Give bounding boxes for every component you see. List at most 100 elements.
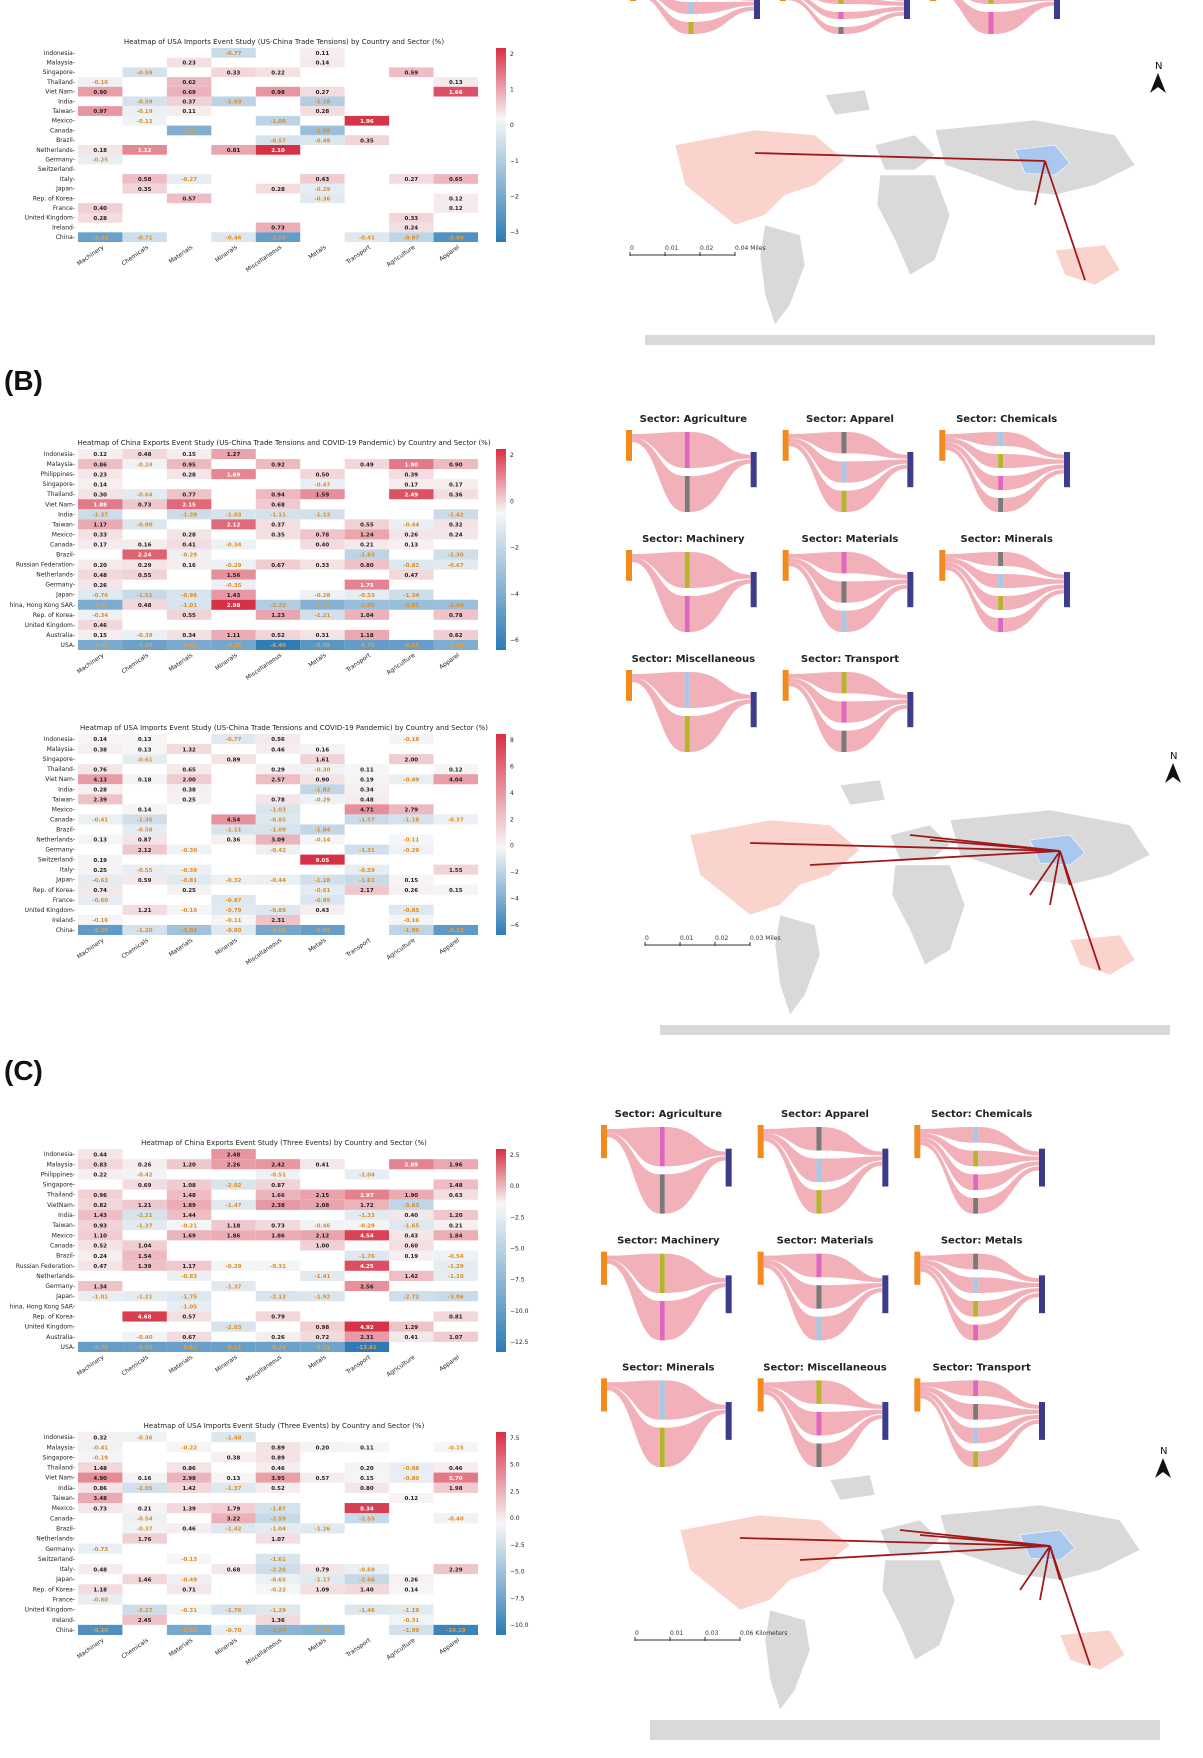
scale-bar-label: 0.03 [705,1630,719,1637]
heatmap-value-label: 0.22 [93,1173,107,1179]
trade-flow-arrow [1044,160,1086,281]
heatmap-value-label: 0.89 [227,757,241,763]
sankey-flow [978,1150,1039,1167]
sankey-group-b: Sector: Agriculture Sector: Apparel Sector… [620,410,1090,770]
sankey-flow [1003,454,1064,468]
heatmap-cell [78,579,123,590]
heatmap-value-label: -0.36 [137,1435,153,1441]
heatmap-column-label: Transport [344,1354,372,1377]
scale-bar-label: 0.01 [665,245,679,252]
heatmap-value-label: 0.20 [93,563,107,569]
heatmap-value-label: 0.48 [93,1567,107,1573]
heatmap-cell [78,884,123,895]
heatmap-cell [78,1594,123,1605]
heatmap-cell [211,145,256,155]
heatmap-cell [166,96,212,107]
heatmap-cell [166,1230,212,1241]
heatmap-row-label: Mexico- [52,1232,75,1239]
heatmap-cell [166,1442,212,1453]
heatmap-value-label: 1.00 [316,1244,330,1250]
heatmap-value-label: 2.56 [360,1284,374,1290]
sankey-flow [632,552,685,588]
heatmap-value-label: -1.21 [315,613,331,619]
heatmap-value-label: 0.52 [271,1486,285,1492]
heatmap-cell [433,549,478,560]
heatmap-cell [300,1199,345,1210]
heatmap-row-label: Indonesia- [44,50,75,57]
heatmap-cell [122,589,167,600]
heatmap-value-label: -1.29 [270,1608,286,1614]
heatmap-cell [78,1584,123,1595]
heatmap-cell [344,1189,390,1200]
heatmap-row-label: Brazil- [56,552,75,559]
colorbar-tick-label: 1 [510,87,514,94]
heatmap-cell [389,914,434,925]
heatmap-value-label: 0.52 [93,1244,107,1250]
heatmap-value-label: -0.29 [403,848,419,854]
heatmap-cell [78,1432,123,1443]
heatmap-value-label: 0.96 [93,1193,107,1199]
colorbar-tick-label: −2 [510,193,519,200]
heatmap-cell [433,1270,478,1281]
sankey-flow [763,1259,817,1309]
heatmap-value-label: 1.61 [316,757,330,763]
heatmap-value-label: 4.71 [360,808,374,814]
heatmap-cell [166,1260,212,1271]
heatmap-value-label: -1.34 [403,593,419,599]
heatmap-value-label: 0.67 [271,563,285,569]
heatmap-value-label: -6.93 [181,1628,197,1634]
sankey-group-c: Sector: Agriculture Sector: Apparel Sector… [595,1105,1065,1485]
sankey-flow [664,1380,726,1420]
heatmap-cell [78,1503,123,1514]
heatmap-cell [78,774,123,785]
heatmap-cell [389,1291,434,1302]
heatmap-cell [344,539,390,550]
heatmap-cell [255,509,301,520]
heatmap-cell [433,1442,478,1453]
heatmap-cell [122,1199,167,1210]
heatmap-cell [211,754,256,765]
heatmap-value-label: 0.59 [138,878,152,884]
sankey-flow [920,1386,974,1420]
sankey-flow [788,562,842,632]
sankey-flow [821,1380,883,1409]
heatmap-cell [166,77,212,87]
heatmap-cell [344,1604,390,1615]
sankey-flow [843,6,904,19]
heatmap-cell [389,884,434,895]
heatmap-cell [344,135,390,145]
heatmap-value-label: -3.01 [403,603,419,609]
heatmap-cell [211,824,256,835]
heatmap-value-label: -0.67 [448,563,464,569]
map-landmass [674,129,846,226]
heatmap-value-label: -1.87 [270,1506,286,1512]
heatmap-row-label: Italy- [60,1566,75,1573]
heatmap-value-label: -0.44 [403,523,419,529]
heatmap-cell [211,914,256,925]
heatmap-column-label: Metals [307,1637,327,1654]
heatmap-value-label: 0.46 [271,747,285,753]
heatmap-cell [78,914,123,925]
sankey-flow [846,704,908,752]
north-arrow-label: N [1160,1446,1167,1457]
heatmap-row-label: Rep. of Korea- [33,612,75,619]
heatmap-value-label: -0.80 [226,928,242,934]
heatmap-value-label: 2.38 [271,1203,285,1209]
heatmap-cell [389,1472,434,1483]
heatmap-cell [300,1563,345,1575]
heatmap-cell [211,232,256,242]
heatmap-value-label: -0.87 [226,898,242,904]
heatmap-value-label: -0.80 [403,1476,419,1482]
scale-bar-label: 0.03 Miles [750,935,781,942]
heatmap-cell [78,106,123,116]
heatmap-cell [389,529,434,540]
heatmap-colorbar [496,734,506,935]
heatmap-cell [300,894,345,905]
heatmap-cell [300,539,345,550]
map-a: N 0 0.01 0.02 0.04 Miles [625,55,1195,355]
heatmap-value-label: -0.25 [92,158,108,164]
heatmap-cell [78,599,123,610]
heatmap-cell [344,559,390,570]
heatmap-value-label: -0.32 [226,878,242,884]
sankey-flow [920,1127,974,1143]
